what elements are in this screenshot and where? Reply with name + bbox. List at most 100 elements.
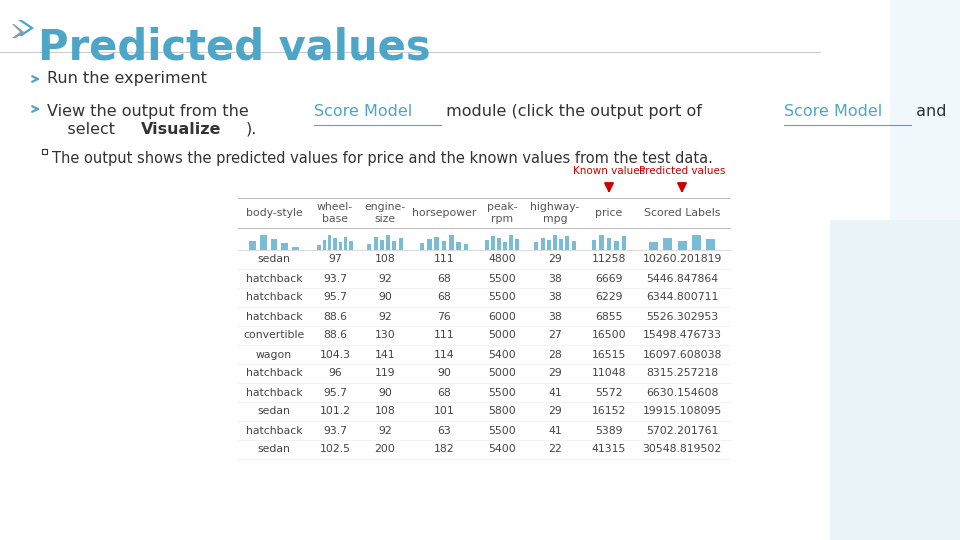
Text: 6229: 6229 <box>595 293 623 302</box>
Bar <box>380 240 384 250</box>
Text: 41: 41 <box>548 388 562 397</box>
Text: convertible: convertible <box>244 330 304 341</box>
Polygon shape <box>890 0 960 220</box>
Bar <box>373 237 377 250</box>
Bar <box>393 241 396 250</box>
Text: 97: 97 <box>328 254 342 265</box>
Bar <box>317 245 321 250</box>
Text: 5000: 5000 <box>488 368 516 379</box>
Text: 68: 68 <box>437 273 451 284</box>
Bar <box>614 241 619 250</box>
Bar <box>344 237 348 250</box>
Text: 5500: 5500 <box>488 388 516 397</box>
Bar <box>509 234 513 250</box>
Text: 92: 92 <box>378 426 392 435</box>
Text: hatchback: hatchback <box>246 273 302 284</box>
Bar <box>427 239 432 250</box>
Text: 95.7: 95.7 <box>323 388 347 397</box>
Text: wheel-
base: wheel- base <box>317 202 353 224</box>
Text: 108: 108 <box>374 407 396 416</box>
Text: 119: 119 <box>374 368 396 379</box>
Text: 114: 114 <box>434 349 454 360</box>
Text: peak-
rpm: peak- rpm <box>487 202 517 224</box>
Bar <box>678 241 686 250</box>
Text: 96: 96 <box>328 368 342 379</box>
Text: hatchback: hatchback <box>246 426 302 435</box>
Bar <box>435 237 439 250</box>
Bar <box>692 234 701 250</box>
Text: 68: 68 <box>437 293 451 302</box>
Bar <box>599 234 604 250</box>
Text: 28: 28 <box>548 349 562 360</box>
Text: View the output from the: View the output from the <box>47 104 253 119</box>
Polygon shape <box>12 24 24 38</box>
Text: sedan: sedan <box>257 407 291 416</box>
Text: 93.7: 93.7 <box>323 426 347 435</box>
Bar <box>456 242 461 250</box>
Text: 63: 63 <box>437 426 451 435</box>
Text: 6669: 6669 <box>595 273 623 284</box>
Bar <box>591 240 596 250</box>
Text: Predicted values: Predicted values <box>38 26 431 68</box>
Bar <box>663 238 672 250</box>
Text: 200: 200 <box>374 444 396 455</box>
Text: Known values: Known values <box>573 166 645 176</box>
Text: 6630.154608: 6630.154608 <box>646 388 718 397</box>
Text: 5500: 5500 <box>488 273 516 284</box>
Bar <box>535 242 539 250</box>
Bar <box>565 235 569 250</box>
Text: 5800: 5800 <box>488 407 516 416</box>
Bar <box>339 242 342 250</box>
Text: 5500: 5500 <box>488 426 516 435</box>
Text: 10260.201819: 10260.201819 <box>642 254 722 265</box>
Text: 8315.257218: 8315.257218 <box>646 368 718 379</box>
Bar <box>547 240 551 250</box>
Bar <box>622 237 626 250</box>
Text: 93.7: 93.7 <box>323 273 347 284</box>
Text: The output shows the predicted values for price and the known values from the te: The output shows the predicted values fo… <box>52 151 713 166</box>
Bar <box>707 239 715 250</box>
Text: 27: 27 <box>548 330 562 341</box>
Text: 90: 90 <box>378 293 392 302</box>
Text: 104.3: 104.3 <box>320 349 350 360</box>
Text: hatchback: hatchback <box>246 388 302 397</box>
Text: 16515: 16515 <box>591 349 626 360</box>
Text: 5400: 5400 <box>488 349 516 360</box>
Text: ).: ). <box>245 122 256 137</box>
Text: 16152: 16152 <box>591 407 626 416</box>
Text: 22: 22 <box>548 444 562 455</box>
Text: body-style: body-style <box>246 208 302 218</box>
Text: 130: 130 <box>374 330 396 341</box>
Bar <box>492 235 494 250</box>
Bar <box>442 240 446 250</box>
Bar <box>540 238 544 250</box>
Text: horsepower: horsepower <box>412 208 476 218</box>
Text: 41: 41 <box>548 426 562 435</box>
Bar <box>328 234 331 250</box>
Text: 11258: 11258 <box>591 254 626 265</box>
Text: 182: 182 <box>434 444 454 455</box>
Text: 29: 29 <box>548 407 562 416</box>
Text: 6344.800711: 6344.800711 <box>646 293 718 302</box>
Text: 5526.302953: 5526.302953 <box>646 312 718 321</box>
Text: 5702.201761: 5702.201761 <box>646 426 718 435</box>
Text: highway-
mpg: highway- mpg <box>530 202 580 224</box>
Text: 90: 90 <box>378 388 392 397</box>
Bar <box>572 241 576 250</box>
Text: price: price <box>595 208 623 218</box>
Text: 19915.108095: 19915.108095 <box>642 407 722 416</box>
Text: 88.6: 88.6 <box>323 330 347 341</box>
Text: 16500: 16500 <box>591 330 626 341</box>
Bar <box>485 240 489 250</box>
Text: 6000: 6000 <box>488 312 516 321</box>
Text: 5572: 5572 <box>595 388 623 397</box>
Text: 16097.608038: 16097.608038 <box>642 349 722 360</box>
Text: module (click the output port of: module (click the output port of <box>441 104 707 119</box>
Bar <box>249 241 255 250</box>
Text: 6855: 6855 <box>595 312 623 321</box>
Text: Score Model: Score Model <box>784 104 882 119</box>
Text: 101.2: 101.2 <box>320 407 350 416</box>
Bar <box>607 238 612 250</box>
Text: 101: 101 <box>434 407 454 416</box>
Text: hatchback: hatchback <box>246 312 302 321</box>
